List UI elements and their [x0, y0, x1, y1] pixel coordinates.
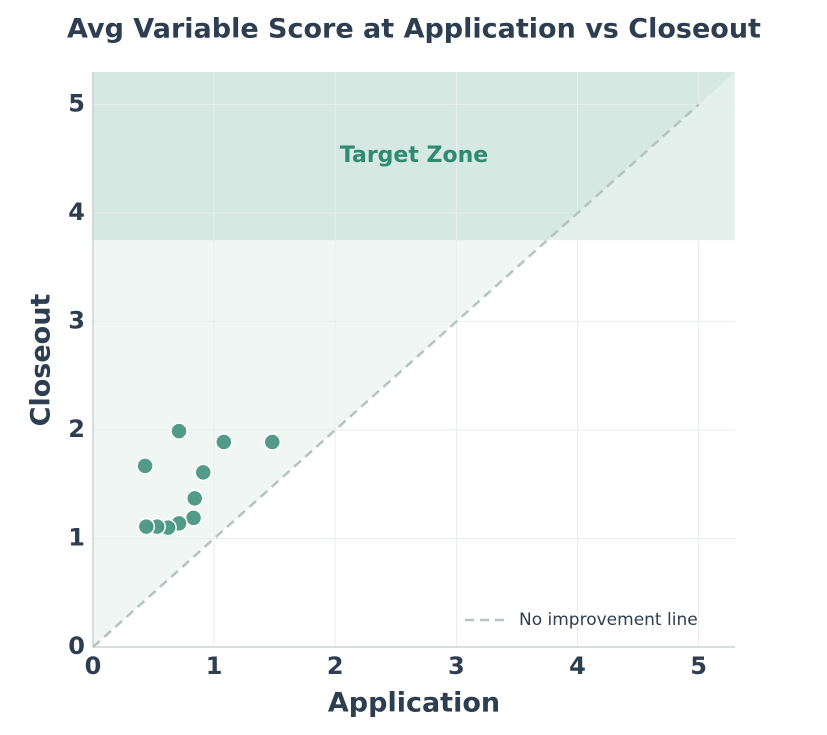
data-point [136, 457, 154, 475]
y-tick-label: 0 [68, 632, 85, 660]
x-tick-label: 4 [569, 652, 586, 680]
y-tick-label: 4 [68, 198, 85, 226]
data-point [137, 517, 156, 536]
x-tick-label: 1 [206, 652, 223, 680]
target-zone-label: Target Zone [340, 143, 488, 168]
data-point [170, 422, 188, 440]
x-tick-label: 3 [448, 652, 465, 680]
y-tick-label: 1 [68, 524, 85, 552]
legend-label: No improvement line [519, 610, 698, 630]
x-axis-label: Application [328, 688, 500, 719]
data-point [194, 463, 212, 482]
data-point [184, 509, 203, 527]
y-tick-label: 2 [68, 415, 85, 443]
data-point [186, 489, 204, 508]
reference-line [92, 103, 700, 648]
data-point [263, 433, 282, 451]
chart-title: Avg Variable Score at Application vs Clo… [67, 14, 761, 45]
target-zone [93, 72, 735, 241]
data-point [215, 433, 233, 451]
y-axis-label: Closeout [26, 294, 57, 427]
x-tick-label: 5 [690, 652, 707, 680]
y-tick-label: 5 [68, 90, 85, 118]
x-tick-label: 2 [327, 652, 344, 680]
y-tick-label: 3 [68, 307, 85, 335]
x-tick-label: 0 [85, 652, 102, 680]
